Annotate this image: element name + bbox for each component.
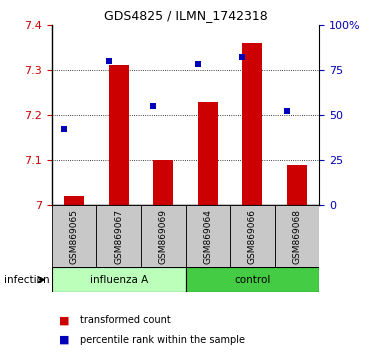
Bar bbox=[186, 267, 319, 292]
Bar bbox=[242, 43, 262, 205]
Text: influenza A: influenza A bbox=[89, 275, 148, 285]
Text: GSM869065: GSM869065 bbox=[70, 209, 79, 264]
Bar bbox=[64, 196, 84, 205]
Text: percentile rank within the sample: percentile rank within the sample bbox=[80, 335, 245, 345]
Bar bbox=[230, 205, 275, 267]
Bar bbox=[52, 205, 96, 267]
Text: transformed count: transformed count bbox=[80, 315, 171, 325]
Text: GSM869068: GSM869068 bbox=[292, 209, 301, 264]
Text: control: control bbox=[234, 275, 270, 285]
Bar bbox=[287, 165, 307, 205]
Bar bbox=[186, 205, 230, 267]
Text: GSM869069: GSM869069 bbox=[159, 209, 168, 264]
Bar bbox=[141, 205, 186, 267]
Text: GSM869067: GSM869067 bbox=[114, 209, 123, 264]
Bar bbox=[275, 205, 319, 267]
Text: infection: infection bbox=[4, 275, 49, 285]
Text: GSM869066: GSM869066 bbox=[248, 209, 257, 264]
Text: ■: ■ bbox=[59, 315, 70, 325]
Text: GSM869064: GSM869064 bbox=[203, 209, 212, 264]
Bar bbox=[153, 160, 173, 205]
Bar bbox=[52, 267, 186, 292]
Bar bbox=[109, 65, 129, 205]
Bar bbox=[96, 205, 141, 267]
Bar bbox=[198, 102, 218, 205]
Text: GDS4825 / ILMN_1742318: GDS4825 / ILMN_1742318 bbox=[104, 9, 267, 22]
Text: ■: ■ bbox=[59, 335, 70, 345]
